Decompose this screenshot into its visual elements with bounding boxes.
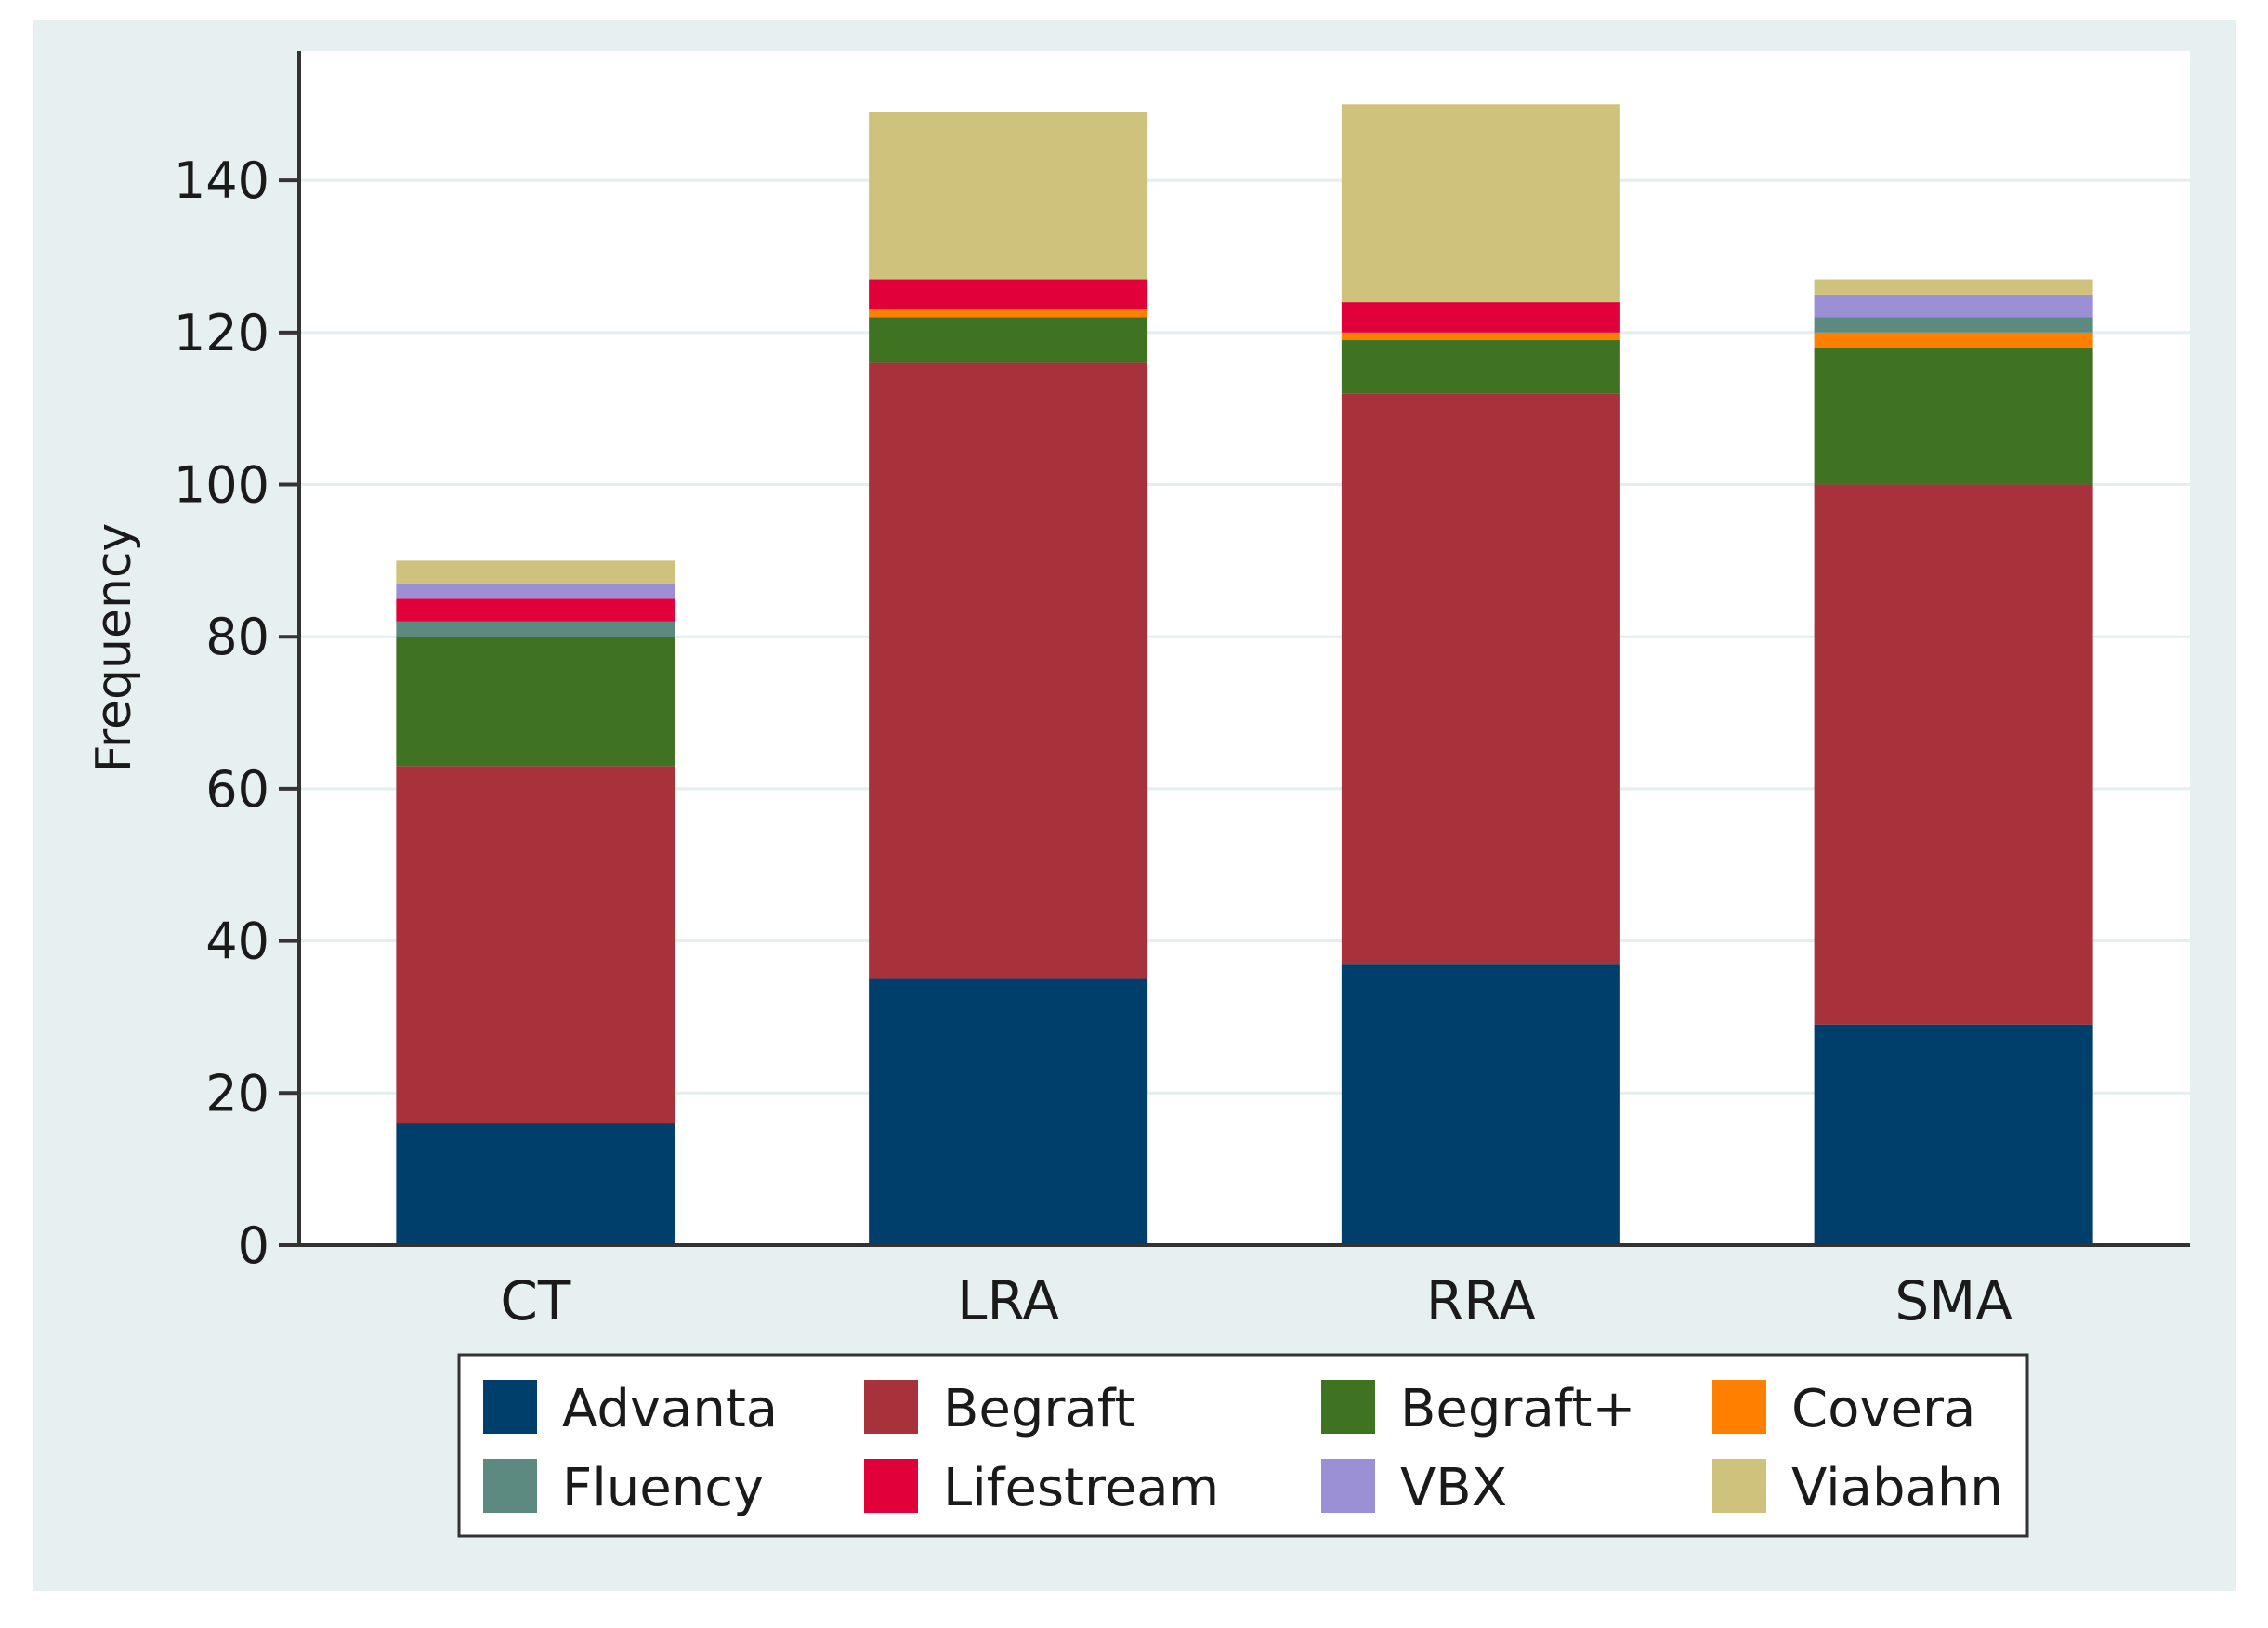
bar-rra-lifestream xyxy=(1341,302,1620,333)
bar-ct-vbx xyxy=(396,583,675,599)
bar-ct-fluency xyxy=(396,621,675,637)
legend-label-covera: Covera xyxy=(1791,1379,1975,1439)
bar-lra-viabahn xyxy=(869,112,1148,280)
bar-sma-covera xyxy=(1814,332,2093,348)
y-axis-ticks: 0 20 40 60 80 100 120 140 xyxy=(174,151,299,1275)
x-axis-labels: CT LRA RRA SMA xyxy=(500,1269,2012,1333)
bar-sma-begraft-plus xyxy=(1814,348,2093,485)
y-tick-label-0: 0 xyxy=(238,1216,269,1275)
bar-rra-covera xyxy=(1341,332,1620,341)
bar-sma-fluency xyxy=(1814,317,2093,333)
legend-swatch-vbx xyxy=(1321,1459,1375,1513)
bar-ct-lifestream xyxy=(396,598,675,622)
bar-rra-advanta xyxy=(1341,964,1620,1245)
y-tick-label-60: 60 xyxy=(205,760,269,819)
legend-label-begraft-plus: Begraft+ xyxy=(1400,1379,1635,1439)
legend-swatch-fluency xyxy=(483,1459,537,1513)
legend-swatch-viabahn xyxy=(1712,1459,1766,1513)
legend-label-viabahn: Viabahn xyxy=(1791,1458,2003,1518)
bar-lra-covera xyxy=(869,309,1148,318)
bar-rra-begraft xyxy=(1341,393,1620,965)
bar-rra-viabahn xyxy=(1341,104,1620,303)
legend-swatch-begraft xyxy=(864,1380,918,1434)
bar-sma-advanta xyxy=(1814,1024,2093,1245)
bar-ct-advanta xyxy=(396,1123,675,1245)
bar-rra-begraft-plus xyxy=(1341,340,1620,394)
bar-lra-begraft xyxy=(869,362,1148,979)
y-tick-label-40: 40 xyxy=(205,912,269,971)
legend-label-vbx: VBX xyxy=(1400,1458,1507,1518)
legend-label-lifestream: Lifestream xyxy=(943,1458,1219,1518)
bar-ct-begraft-plus xyxy=(396,637,675,767)
legend-label-begraft: Begraft xyxy=(943,1379,1134,1439)
bar-lra-lifestream xyxy=(869,279,1148,310)
bar-lra-advanta xyxy=(869,978,1148,1245)
y-axis-title: Frequency xyxy=(86,523,142,773)
legend: Advanta Begraft Begraft+ Covera Fluency Lifes… xyxy=(483,1379,2003,1518)
bar-ct-begraft xyxy=(396,766,675,1124)
bar-lra-begraft-plus xyxy=(869,317,1148,363)
bars xyxy=(396,104,2093,1245)
bar-ct-viabahn xyxy=(396,560,675,584)
y-tick-label-120: 120 xyxy=(174,304,269,362)
legend-swatch-advanta xyxy=(483,1380,537,1434)
y-tick-label-80: 80 xyxy=(205,608,269,666)
bar-sma-vbx xyxy=(1814,294,2093,318)
legend-swatch-covera xyxy=(1712,1380,1766,1434)
legend-swatch-begraft-plus xyxy=(1321,1380,1375,1434)
legend-label-fluency: Fluency xyxy=(562,1458,764,1518)
legend-label-advanta: Advanta xyxy=(562,1379,778,1439)
y-tick-label-20: 20 xyxy=(205,1064,269,1123)
x-tick-label-ct: CT xyxy=(500,1269,570,1333)
x-tick-label-rra: RRA xyxy=(1426,1269,1536,1333)
x-tick-label-sma: SMA xyxy=(1894,1269,2012,1333)
y-tick-label-100: 100 xyxy=(174,456,269,515)
bar-sma-viabahn xyxy=(1814,279,2093,295)
legend-swatch-lifestream xyxy=(864,1459,918,1513)
y-tick-label-140: 140 xyxy=(174,151,269,210)
bar-sma-begraft xyxy=(1814,484,2093,1025)
x-tick-label-lra: LRA xyxy=(957,1269,1059,1333)
